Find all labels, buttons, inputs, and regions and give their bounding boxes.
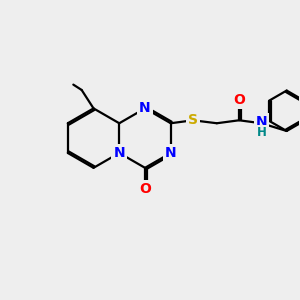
- Text: N: N: [139, 101, 151, 116]
- Text: O: O: [233, 93, 245, 107]
- Text: N: N: [256, 115, 267, 129]
- Text: N: N: [113, 146, 125, 160]
- Text: N: N: [165, 146, 177, 160]
- Text: O: O: [139, 182, 151, 196]
- Text: S: S: [188, 113, 198, 127]
- Text: H: H: [256, 126, 266, 139]
